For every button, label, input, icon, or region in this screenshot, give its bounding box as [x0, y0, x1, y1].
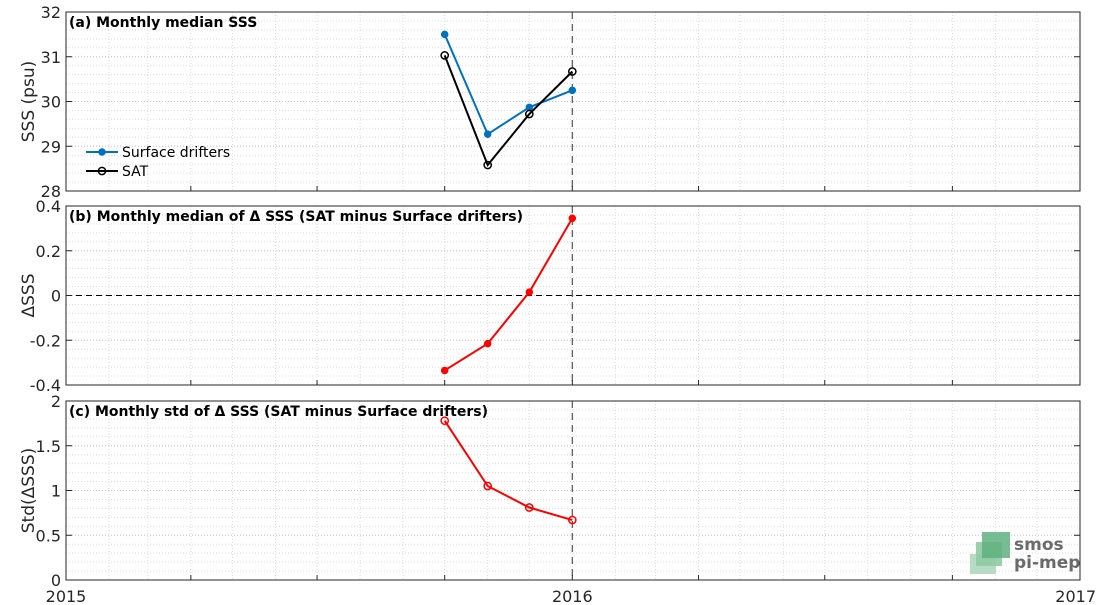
panel-title: (c) Monthly std of Δ SSS (SAT minus Surf… — [69, 404, 488, 420]
series-line — [443, 420, 573, 521]
logo-line2: pi-mep — [1014, 553, 1080, 573]
data-point — [483, 160, 493, 170]
data-point — [440, 366, 449, 375]
legend: Surface drifters SAT — [86, 145, 230, 180]
y-tick-label: 29 — [41, 137, 61, 156]
x-tick-label: 2016 — [552, 587, 593, 605]
data-point — [524, 503, 534, 512]
legend-label: Surface drifters — [122, 145, 230, 161]
data-point — [524, 109, 534, 119]
data-point — [525, 103, 534, 112]
data-point — [483, 130, 492, 138]
x-tick-label: 2017 — [1055, 587, 1096, 605]
data-point — [483, 339, 492, 348]
series-line — [443, 33, 573, 136]
panel-title: (b) Monthly median of Δ SSS (SAT minus S… — [69, 209, 523, 225]
y-axis-label: SSS (psu) — [19, 61, 39, 142]
y-tick-label: -0.2 — [30, 331, 61, 350]
data-point — [525, 288, 534, 296]
y-axis-label: Std(ΔSSS) — [19, 448, 39, 534]
data-point — [567, 67, 577, 76]
data-point — [567, 515, 577, 525]
data-point — [440, 30, 449, 39]
logo-line1: smos — [1014, 535, 1064, 555]
y-tick-label: 0 — [51, 571, 61, 590]
y-tick-label: 0 — [51, 287, 61, 306]
legend-marker — [98, 148, 106, 156]
data-point — [440, 416, 450, 426]
data-point — [568, 214, 577, 223]
panel-2: -0.4 -0.2 0 0.2 0.4 ΔSSS (b) Monthly median of… — [19, 197, 1081, 395]
series-line — [444, 217, 574, 372]
data-point — [440, 51, 450, 60]
data-point — [483, 481, 493, 491]
x-axis: 2015 2016 2017 — [46, 587, 1096, 605]
panel-title: (a) Monthly median SSS — [69, 15, 257, 31]
series-line — [443, 55, 574, 168]
legend-label: SAT — [122, 164, 149, 180]
y-tick-label: 0.5 — [36, 526, 61, 545]
x-tick-label: 2015 — [46, 587, 87, 605]
y-tick-label: 1.5 — [36, 437, 61, 456]
y-tick-label: 0.4 — [36, 197, 61, 216]
legend-marker — [97, 166, 107, 176]
y-tick-label: 32 — [41, 3, 61, 22]
panel-1: 28 29 30 31 32 SSS (psu) (a) Monthly median SS… — [19, 3, 1081, 201]
y-tick-label: 28 — [41, 182, 61, 201]
y-tick-label: 1 — [51, 482, 61, 501]
y-axis-label: ΔSSS — [19, 273, 39, 317]
panel-3: 0 0.5 1 1.5 2 Std(ΔSSS) (c) Monthly std of Δ S… — [19, 392, 1081, 590]
y-tick-label: 0.2 — [36, 242, 61, 261]
data-point — [568, 86, 577, 95]
smos-pi-mep-logo: smos pi-mep — [970, 532, 1080, 574]
logo-shape — [982, 532, 1010, 558]
y-tick-label: 31 — [41, 48, 61, 67]
y-tick-label: 30 — [41, 93, 61, 112]
panels: 28 29 30 31 32 SSS (psu) (a) Monthly median SS… — [19, 3, 1081, 590]
y-tick-label: 2 — [51, 392, 61, 411]
y-tick-label: -0.4 — [30, 376, 61, 395]
